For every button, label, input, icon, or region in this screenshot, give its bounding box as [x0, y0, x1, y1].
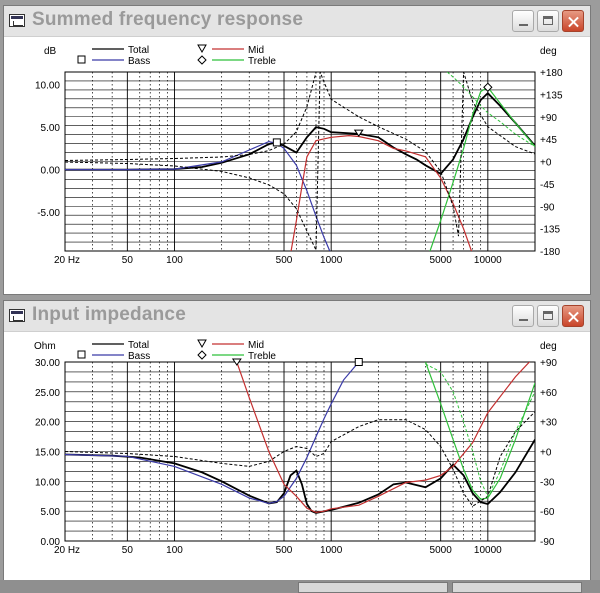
minimized-window-tab[interactable] [298, 582, 448, 593]
x-tick-label: 50 [122, 545, 134, 556]
legend-marker-diamond [197, 55, 207, 65]
y2-tick-label: -45 [540, 180, 555, 191]
series-line [65, 72, 535, 251]
y2-tick-label: +30 [540, 418, 557, 429]
y-tick-label: 10.00 [35, 81, 60, 92]
y-tick-label: 5.00 [41, 123, 61, 134]
y2-tick-label: +60 [540, 388, 557, 399]
y-tick-label: 0.00 [41, 537, 61, 548]
chart-summed-frequency-response: 10.00 5.00 0.00 -5.00 +180 +135 +90 +45 +0 -45 -90… [4, 37, 590, 294]
y-tick-label: 30.00 [35, 358, 60, 369]
series-line [65, 72, 317, 161]
legend-label: Mid [248, 45, 264, 56]
maximize-button[interactable] [537, 10, 559, 32]
legend-label: Total [128, 340, 149, 351]
series-line [290, 134, 473, 251]
series-line [429, 86, 535, 251]
title-bar[interactable]: Summed frequency response [4, 6, 590, 37]
legend-label: Total [128, 45, 149, 56]
y2-tick-label: -90 [540, 537, 555, 548]
series-line [424, 362, 535, 500]
x-tick-label: 20 Hz [54, 545, 80, 556]
y-tick-label: -5.00 [37, 208, 60, 219]
legend-marker-square [77, 55, 86, 64]
x-tick-label: 100 [166, 255, 183, 266]
y2-tick-label: -60 [540, 507, 555, 518]
y2-axis-unit: deg [540, 46, 557, 57]
y2-tick-label: -90 [540, 202, 555, 213]
y-tick-label: 25.00 [35, 388, 60, 399]
y-tick-label: 15.00 [35, 448, 60, 459]
legend-label: Mid [248, 340, 264, 351]
y2-tick-label: +135 [540, 90, 563, 101]
x-tick-label: 10000 [474, 545, 502, 556]
x-tick-label: 1000 [320, 545, 343, 556]
y-tick-label: 0.00 [41, 166, 61, 177]
x-tick-label: 20 Hz [54, 255, 80, 266]
legend-marker-triangle [197, 44, 207, 54]
legend-marker-square [77, 350, 86, 359]
x-tick-label: 5000 [430, 545, 453, 556]
legend-label: Treble [248, 351, 276, 362]
x-tick-label: 500 [276, 545, 293, 556]
y2-tick-label: +180 [540, 68, 563, 79]
y2-tick-label: +0 [540, 158, 552, 169]
treble-marker-diamond [483, 82, 493, 92]
series-line [446, 72, 535, 148]
y-tick-label: 10.00 [35, 477, 60, 488]
x-tick-label: 10000 [474, 255, 502, 266]
x-tick-label: 500 [276, 255, 293, 266]
y2-tick-label: +90 [540, 113, 557, 124]
maximize-button[interactable] [537, 305, 559, 327]
legend-marker-diamond [197, 350, 207, 360]
legend-marker-triangle [197, 339, 207, 349]
close-button[interactable] [562, 305, 584, 327]
y2-axis-unit: deg [540, 341, 557, 352]
legend-label: Treble [248, 56, 276, 67]
window-summed-response[interactable]: Summed frequency response 10.00 5.00 0.00 -… [3, 5, 591, 295]
plot-frame [64, 71, 536, 252]
series-line [236, 362, 531, 514]
series-line [65, 362, 360, 505]
x-tick-label: 50 [122, 255, 134, 266]
y-tick-label: 20.00 [35, 418, 60, 429]
mid-marker-triangle [231, 358, 242, 366]
minimize-button[interactable] [512, 10, 534, 32]
window-input-impedance[interactable]: Input impedance 30.00 25.00 20.00 15.00 10.0… [3, 300, 591, 580]
legend-label: Bass [128, 56, 150, 67]
y-axis-unit: Ohm [34, 341, 56, 352]
y2-tick-label: +45 [540, 135, 557, 146]
y-tick-label: 5.00 [41, 507, 61, 518]
bass-marker-square [272, 138, 281, 147]
x-tick-label: 1000 [320, 255, 343, 266]
minimized-window-tab[interactable] [452, 582, 582, 593]
x-tick-label: 5000 [430, 255, 453, 266]
y2-tick-label: +0 [540, 448, 552, 459]
y-axis-unit: dB [44, 46, 57, 57]
title-bar[interactable]: Input impedance [4, 301, 590, 332]
y2-tick-label: -135 [540, 225, 560, 236]
window-icon[interactable] [9, 309, 25, 322]
y2-tick-label: -180 [540, 247, 560, 258]
legend-label: Bass [128, 351, 150, 362]
window-title: Input impedance [32, 304, 186, 325]
chart-input-impedance: 30.00 25.00 20.00 15.00 10.00 5.00 0.00 +90 +60 +… [4, 332, 590, 580]
y2-tick-label: -30 [540, 477, 555, 488]
y2-tick-label: +90 [540, 358, 557, 369]
window-icon[interactable] [9, 14, 25, 27]
window-title: Summed frequency response [32, 9, 304, 30]
close-button[interactable] [562, 10, 584, 32]
mid-marker-triangle [353, 129, 364, 137]
bass-marker-square [354, 358, 363, 366]
series-line [65, 411, 535, 507]
x-tick-label: 100 [166, 545, 183, 556]
minimize-button[interactable] [512, 305, 534, 327]
